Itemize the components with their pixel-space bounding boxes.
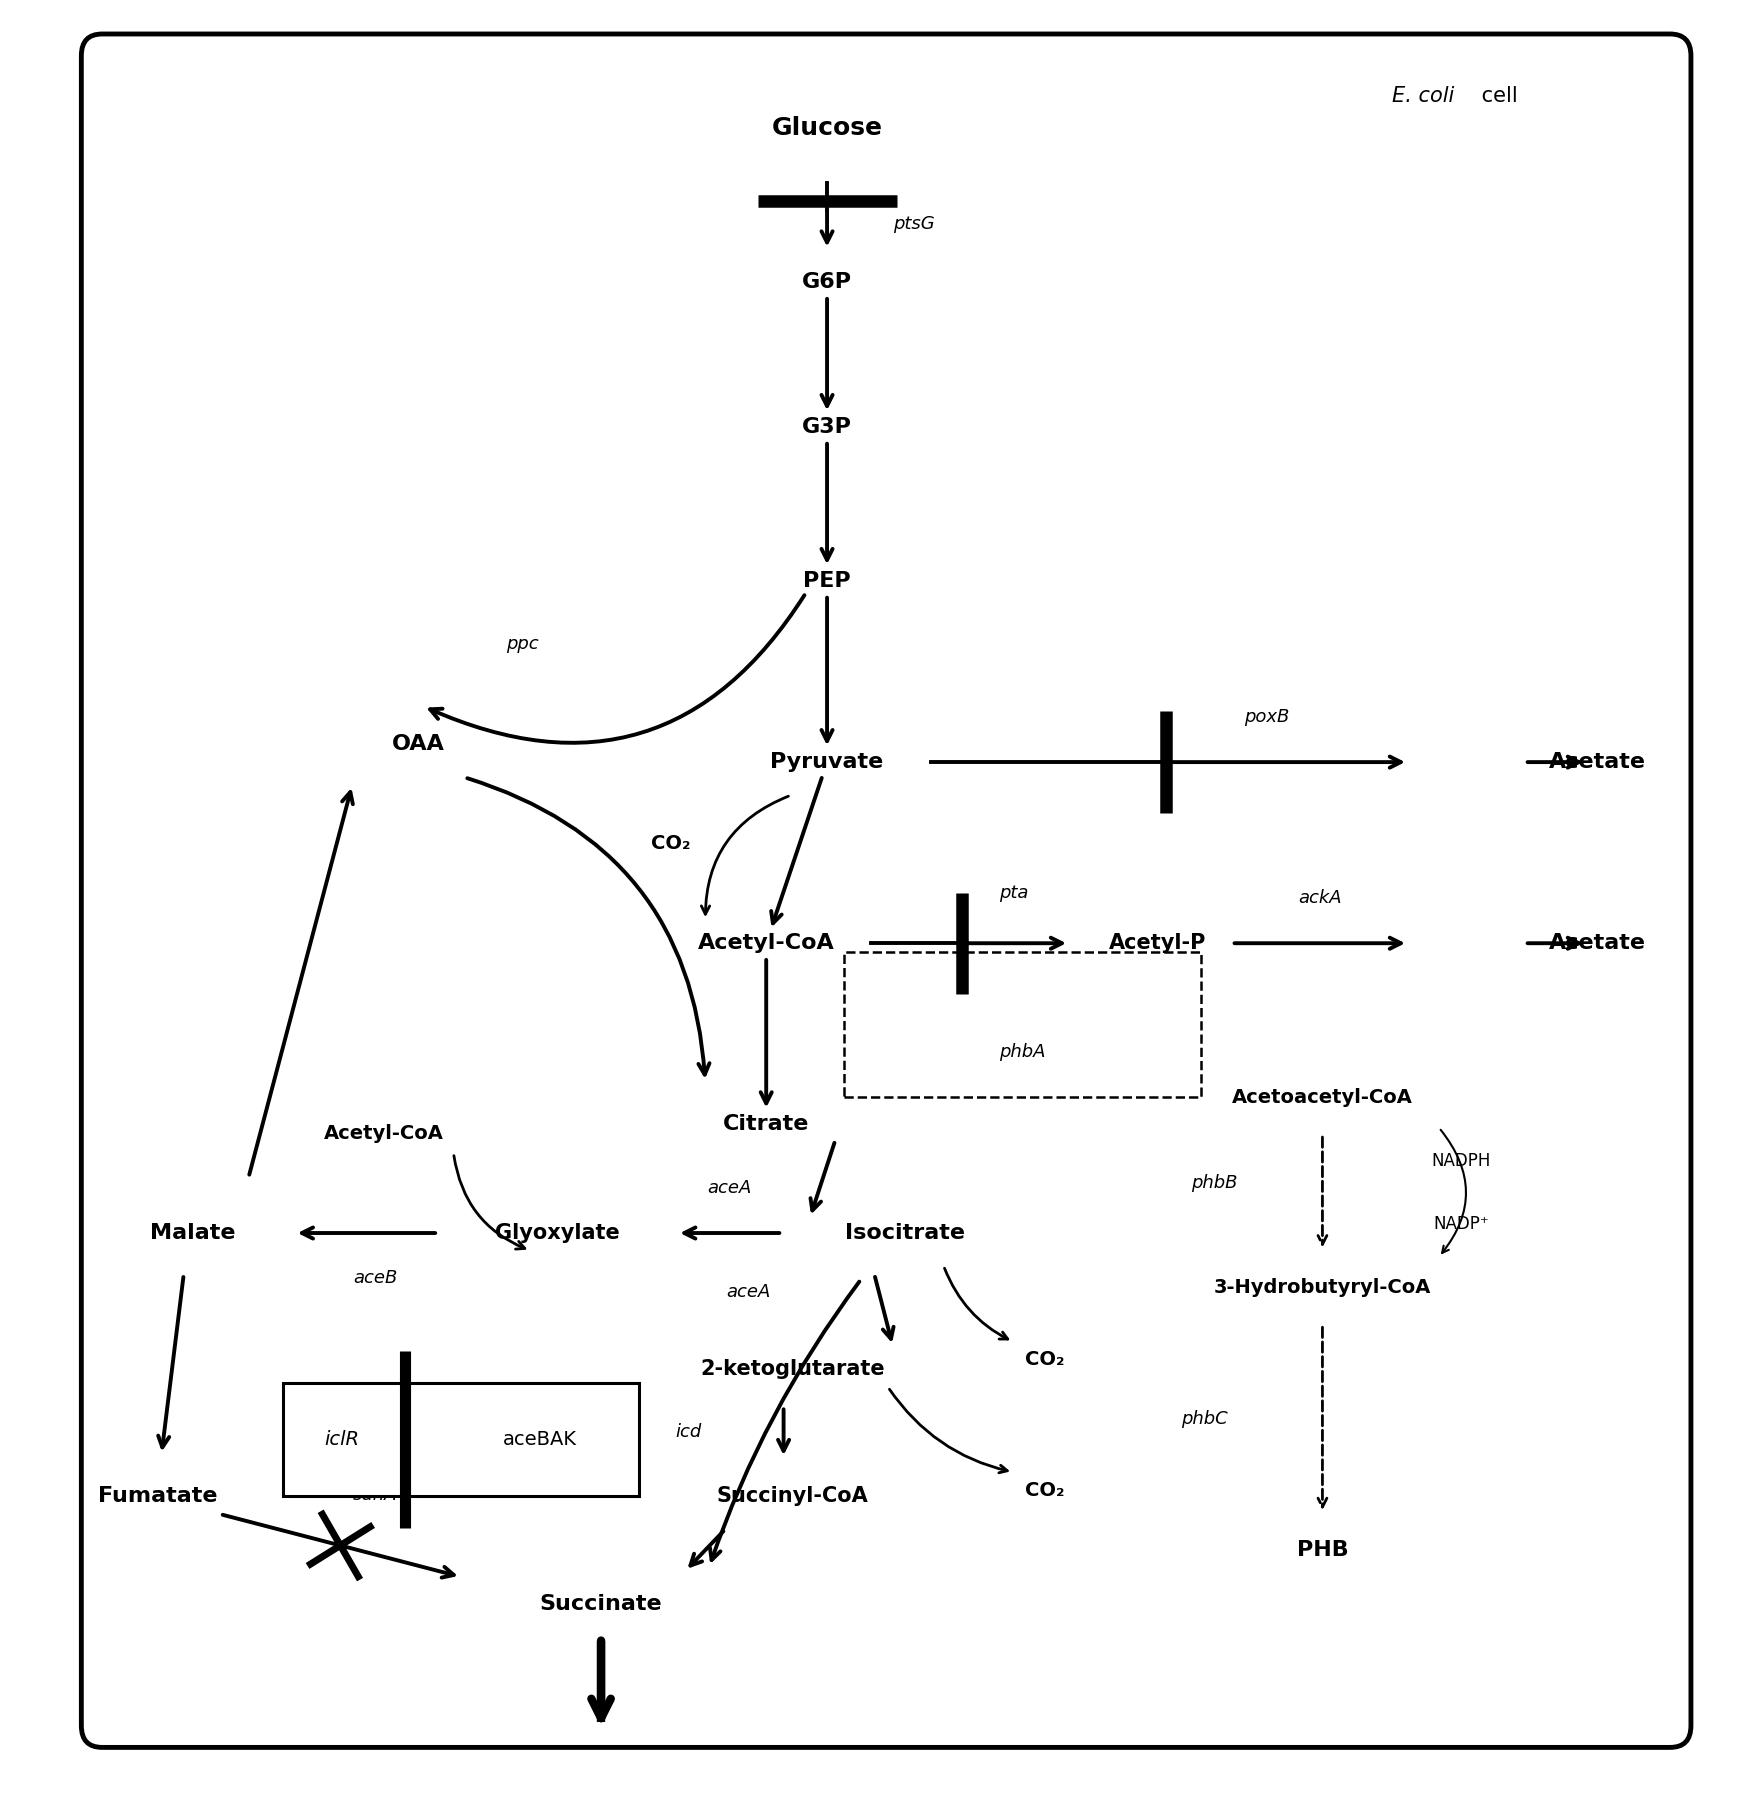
Text: CO₂: CO₂ <box>1024 1480 1064 1500</box>
Text: ptsG: ptsG <box>893 216 935 234</box>
Text: Citrate: Citrate <box>723 1114 810 1134</box>
Text: phbC: phbC <box>1180 1409 1227 1428</box>
Text: aceA: aceA <box>707 1179 752 1197</box>
Text: ppc: ppc <box>507 635 540 653</box>
Text: iclR: iclR <box>324 1429 360 1449</box>
Bar <box>844 952 1201 1097</box>
Text: poxB: poxB <box>1245 707 1290 726</box>
Text: Glyoxylate: Glyoxylate <box>494 1223 620 1243</box>
Text: CO₂: CO₂ <box>651 834 691 853</box>
Text: G3P: G3P <box>803 417 851 437</box>
Text: 3-Hydrobutyryl-CoA: 3-Hydrobutyryl-CoA <box>1213 1277 1431 1297</box>
Text: aceA: aceA <box>726 1282 771 1301</box>
Text: CO₂: CO₂ <box>1024 1350 1064 1370</box>
FancyBboxPatch shape <box>82 34 1691 1747</box>
Text: NADP⁺: NADP⁺ <box>1433 1215 1489 1234</box>
Text: PHB: PHB <box>1297 1540 1348 1560</box>
Text: PEP: PEP <box>803 571 851 591</box>
Text: pta: pta <box>999 883 1029 902</box>
Text: Acetoacetyl-CoA: Acetoacetyl-CoA <box>1233 1088 1414 1107</box>
Text: phbB: phbB <box>1191 1174 1238 1192</box>
Bar <box>284 1384 639 1497</box>
Text: Acetyl-P: Acetyl-P <box>1109 932 1207 952</box>
Text: E. coli: E. coli <box>1393 85 1454 105</box>
Text: Acetyl-CoA: Acetyl-CoA <box>698 932 834 952</box>
Text: Acetate: Acetate <box>1548 932 1645 952</box>
Text: Pyruvate: Pyruvate <box>771 753 884 773</box>
Text: Succinate: Succinate <box>540 1595 662 1614</box>
Text: sdhA: sdhA <box>353 1486 397 1504</box>
Text: icd: icd <box>676 1424 702 1442</box>
Text: NADPH: NADPH <box>1431 1152 1492 1170</box>
Text: phbA: phbA <box>999 1043 1046 1061</box>
Text: Fumatate: Fumatate <box>97 1486 218 1506</box>
Text: Isocitrate: Isocitrate <box>846 1223 965 1243</box>
Text: OAA: OAA <box>392 735 446 755</box>
Text: cell: cell <box>1475 85 1518 105</box>
Text: aceB: aceB <box>353 1270 397 1288</box>
Text: G6P: G6P <box>803 272 851 292</box>
Text: Malate: Malate <box>150 1223 235 1243</box>
Text: Glucose: Glucose <box>771 116 883 140</box>
Text: ackA: ackA <box>1299 889 1342 907</box>
Text: Acetate: Acetate <box>1548 753 1645 773</box>
Text: 2-ketoglutarate: 2-ketoglutarate <box>700 1359 884 1379</box>
Text: Acetyl-CoA: Acetyl-CoA <box>324 1125 444 1143</box>
Text: aceBAK: aceBAK <box>503 1429 578 1449</box>
Text: Succinyl-CoA: Succinyl-CoA <box>716 1486 869 1506</box>
